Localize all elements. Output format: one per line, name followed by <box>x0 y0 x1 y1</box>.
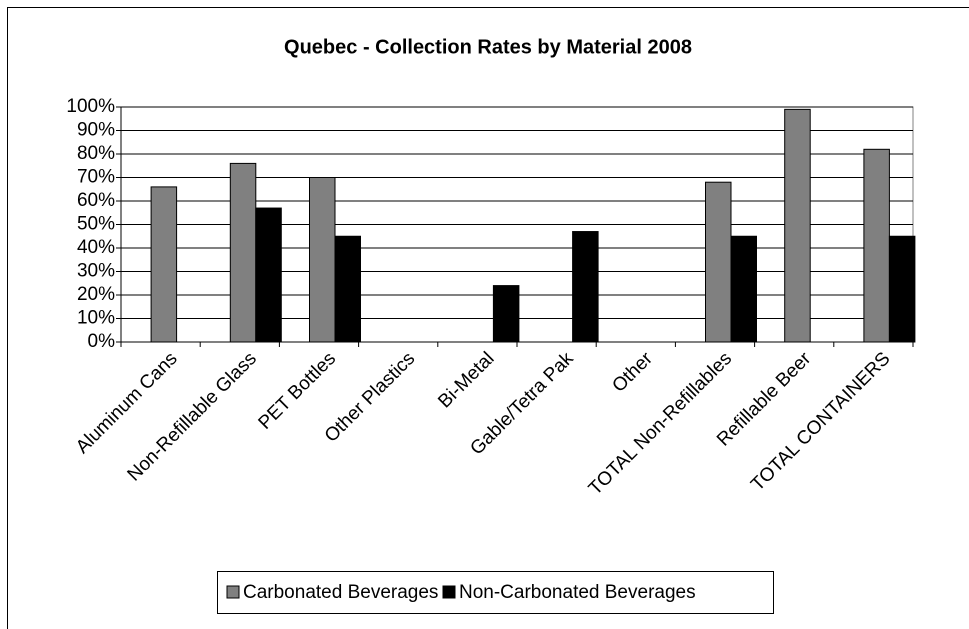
y-tick-label: 10% <box>77 308 115 329</box>
bar <box>309 177 336 343</box>
bar <box>863 148 890 343</box>
legend-swatch <box>442 585 456 599</box>
chart-title: Quebec - Collection Rates by Material 20… <box>284 36 692 58</box>
y-tick-label: 50% <box>77 214 115 235</box>
y-tick-label: 80% <box>77 143 115 164</box>
bar <box>784 108 811 343</box>
bar <box>255 207 282 343</box>
bar <box>888 235 916 343</box>
y-tick-label: 0% <box>88 331 116 352</box>
legend-label: Carbonated Beverages <box>243 582 438 603</box>
y-tick-label: 40% <box>77 237 115 258</box>
bar <box>334 235 361 343</box>
y-tick-label: 70% <box>77 167 115 188</box>
bar <box>492 285 520 343</box>
legend-label: Non-Carbonated Beverages <box>459 582 696 603</box>
legend-swatch <box>226 585 240 599</box>
bar <box>150 186 178 343</box>
y-tick-label: 100% <box>66 96 115 117</box>
bar <box>572 231 599 343</box>
bar <box>705 181 732 343</box>
y-tick-label: 60% <box>77 190 115 211</box>
legend-box <box>217 571 774 614</box>
bar <box>229 162 257 343</box>
y-tick-label: 90% <box>77 120 115 141</box>
y-tick-label: 20% <box>77 284 115 305</box>
y-tick-label: 30% <box>77 261 115 282</box>
bar <box>730 235 757 343</box>
